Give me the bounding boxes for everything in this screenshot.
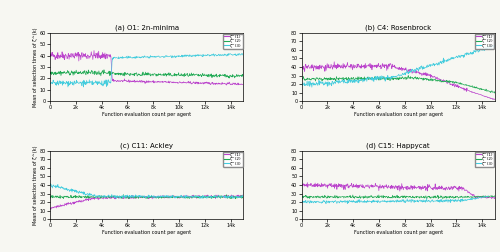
X-axis label: Function evaluation count per agent: Function evaluation count per agent	[102, 112, 192, 117]
Title: (a) O1: 2n-minima: (a) O1: 2n-minima	[114, 25, 179, 32]
X-axis label: Function evaluation count per agent: Function evaluation count per agent	[102, 230, 192, 235]
Legend: ζ^(1), ζ^(2), ζ^(3): ζ^(1), ζ^(2), ζ^(3)	[223, 151, 242, 167]
Title: (c) C11: Ackley: (c) C11: Ackley	[120, 143, 173, 149]
Legend: ζ^(1), ζ^(2), ζ^(3): ζ^(1), ζ^(2), ζ^(3)	[474, 151, 494, 167]
Legend: ζ^(1), ζ^(2), ζ^(3): ζ^(1), ζ^(2), ζ^(3)	[223, 34, 242, 49]
Title: (d) C15: Happycat: (d) C15: Happycat	[366, 143, 430, 149]
X-axis label: Function evaluation count per agent: Function evaluation count per agent	[354, 112, 443, 117]
Y-axis label: Mean of selection times of ζ^(k): Mean of selection times of ζ^(k)	[33, 27, 38, 107]
Title: (b) C4: Rosenbrock: (b) C4: Rosenbrock	[365, 25, 432, 32]
Legend: ζ^(1), ζ^(2), ζ^(3): ζ^(1), ζ^(2), ζ^(3)	[474, 34, 494, 49]
Y-axis label: Mean of selection times of ζ^(k): Mean of selection times of ζ^(k)	[33, 145, 38, 225]
X-axis label: Function evaluation count per agent: Function evaluation count per agent	[354, 230, 443, 235]
